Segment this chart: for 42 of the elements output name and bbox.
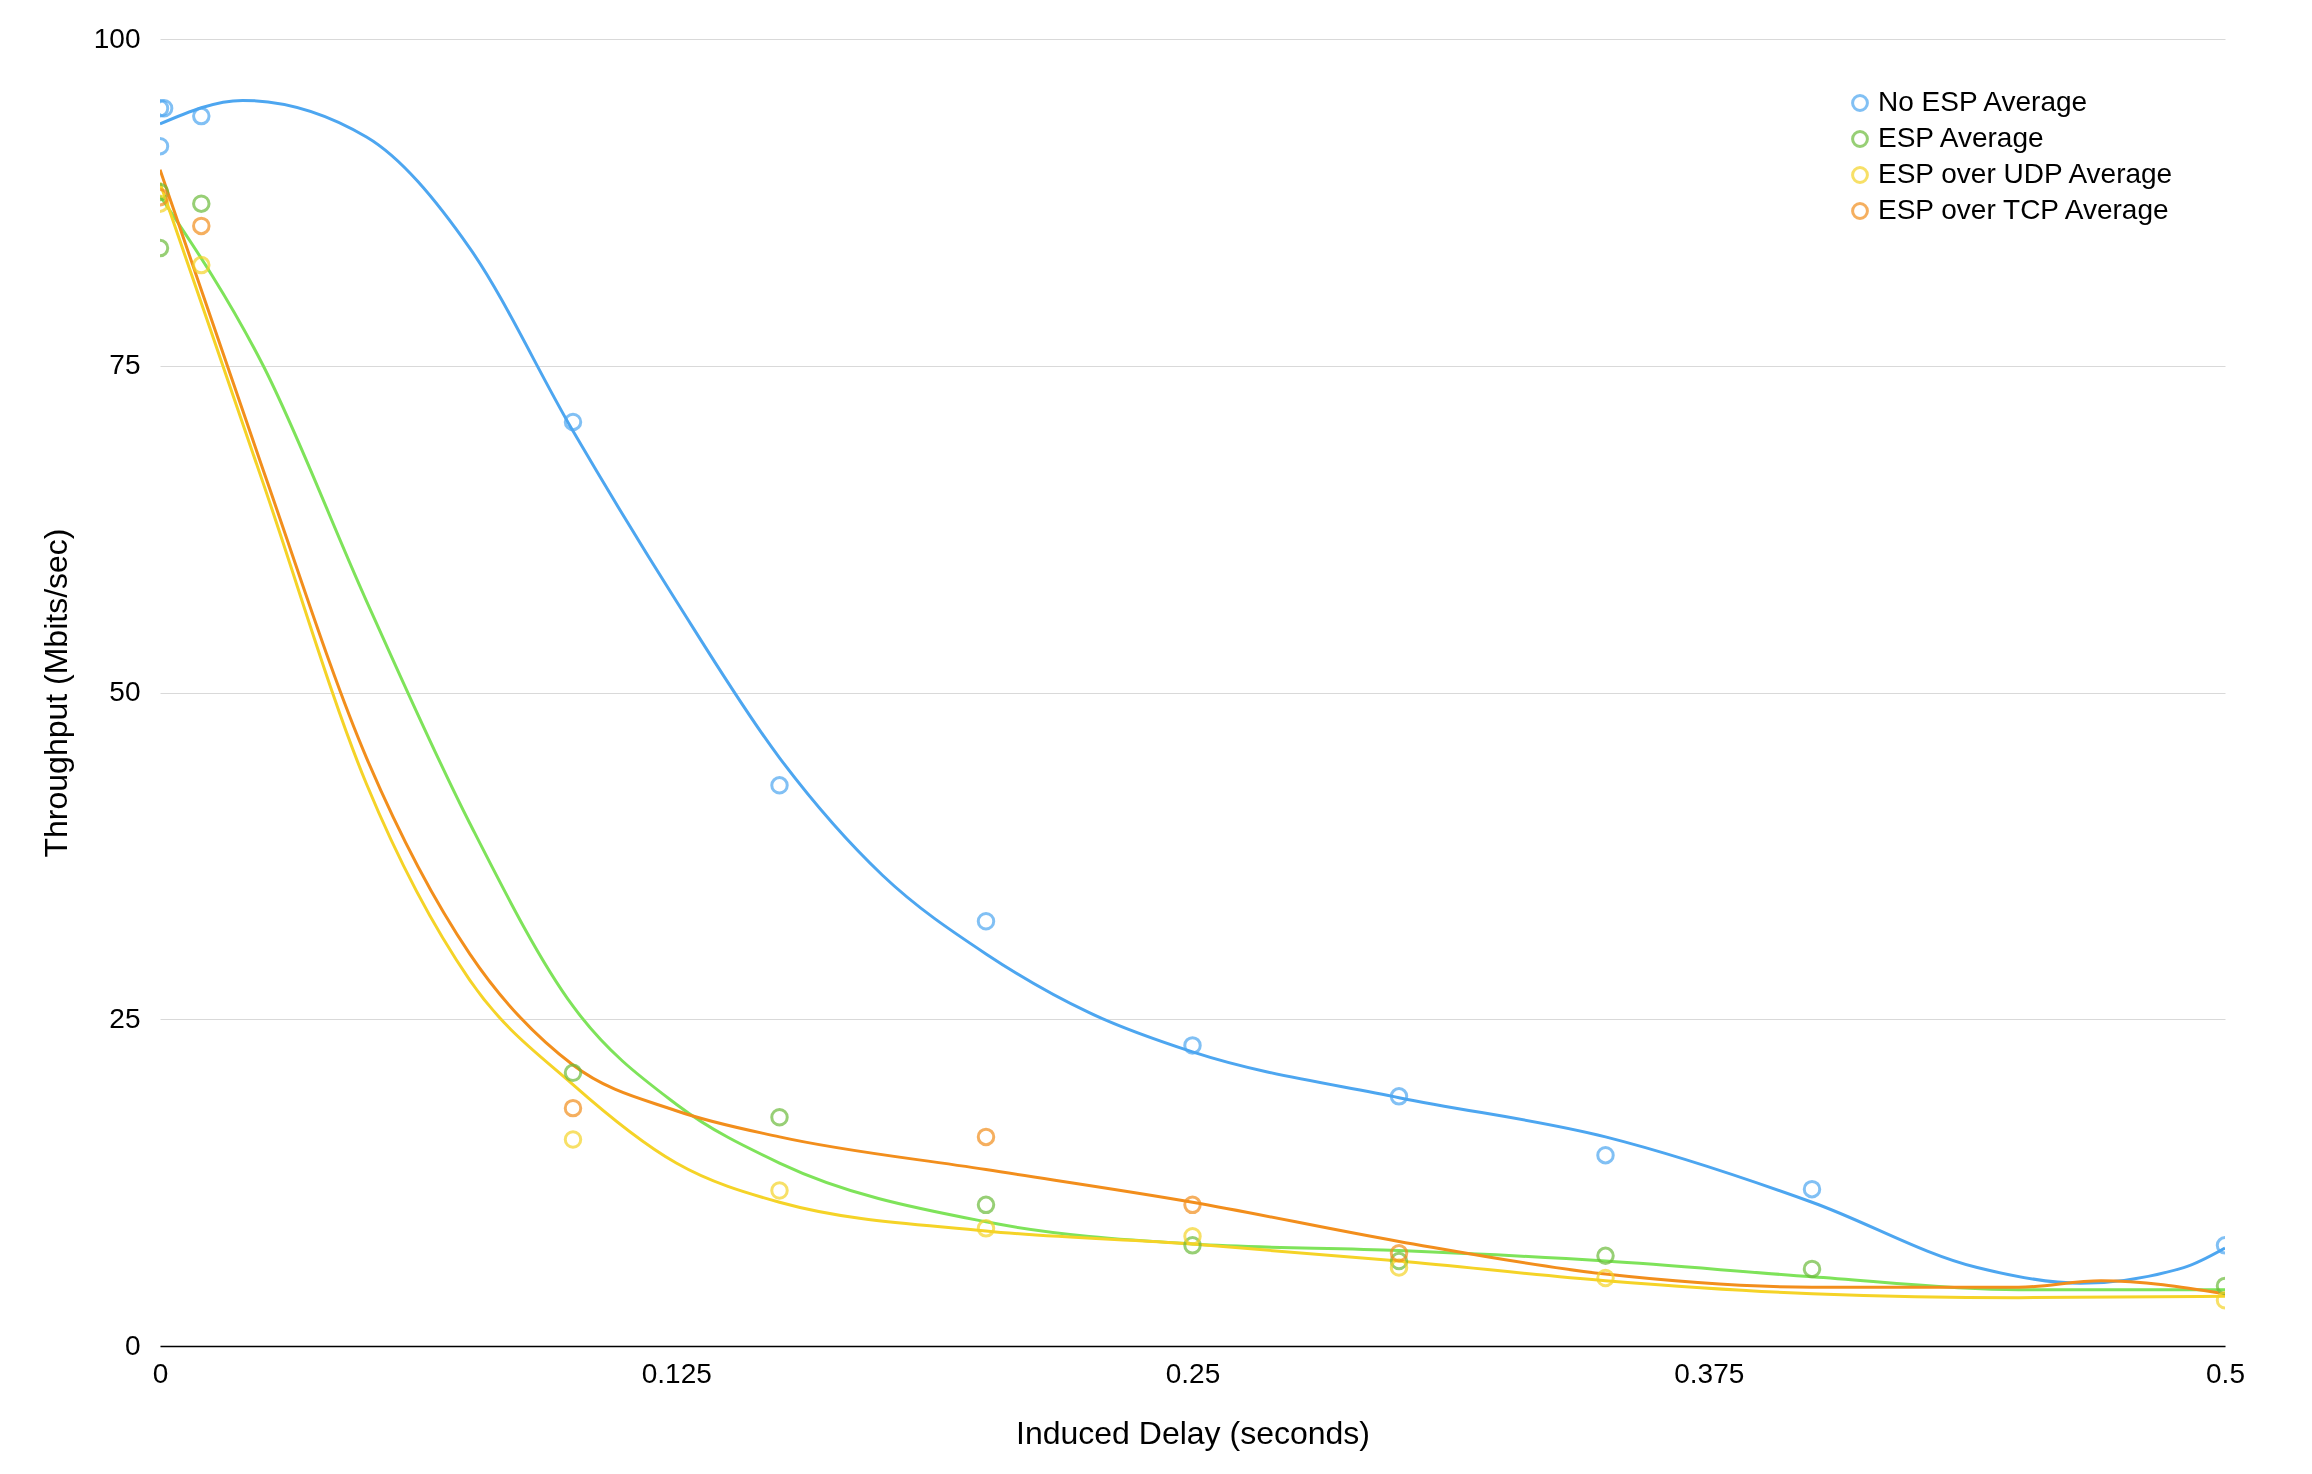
legend-label: ESP over UDP Average [1878, 158, 2173, 189]
point [976, 1219, 996, 1238]
x-tick-label: 0 [152, 1357, 169, 1389]
x-tick-label: 0.25 [1165, 1357, 1221, 1389]
point [563, 1130, 583, 1149]
point [192, 255, 211, 275]
y-tick-label: 0 [124, 1329, 141, 1361]
point [976, 1127, 996, 1147]
point [192, 216, 211, 236]
point [192, 194, 211, 213]
y-tick-label: 25 [109, 1002, 141, 1034]
point [1389, 1087, 1409, 1106]
point [1596, 1268, 1615, 1288]
y-tick-label: 50 [109, 676, 141, 707]
point [1183, 1226, 1202, 1246]
point [1596, 1145, 1615, 1165]
point [1389, 1243, 1409, 1263]
x-tick-label: 0.5 [2206, 1357, 2245, 1389]
point [563, 412, 583, 432]
point [1802, 1259, 1822, 1279]
point [976, 911, 996, 931]
point [1802, 1179, 1822, 1199]
y-axis-title: Throughput (Mbits/sec) [37, 528, 74, 858]
point [770, 1181, 789, 1200]
y-tick-label: 75 [109, 349, 141, 381]
legend-label: ESP over TCP Average [1878, 194, 2169, 225]
point [1183, 1036, 1202, 1055]
point [1183, 1236, 1202, 1255]
point [1183, 1195, 1202, 1215]
point [1596, 1246, 1615, 1266]
x-tick-label: 0.125 [641, 1357, 712, 1389]
point [976, 1195, 996, 1215]
point [770, 776, 789, 795]
point [563, 1063, 583, 1083]
point [563, 1098, 583, 1118]
x-tick-label: 0.375 [1674, 1357, 1745, 1389]
x-axis-title: Induced Delay (seconds) [1016, 1414, 1370, 1451]
point [770, 1108, 789, 1127]
legend-label: No ESP Average [1878, 86, 2088, 117]
y-tick-label: 100 [93, 22, 141, 54]
legend-label: ESP Average [1878, 122, 2044, 153]
point [192, 106, 211, 126]
